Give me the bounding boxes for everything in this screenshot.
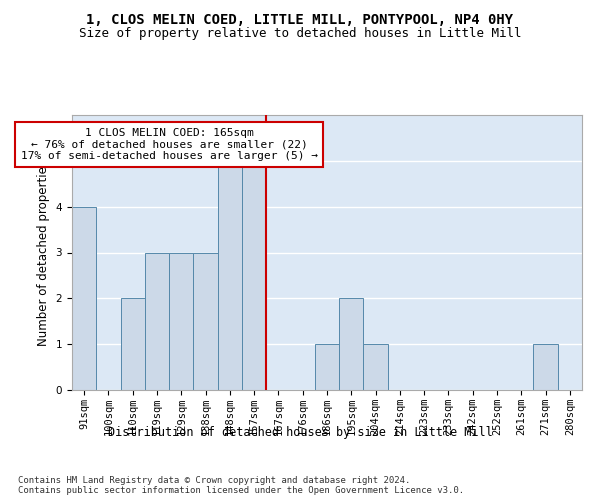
Bar bbox=[533, 344, 558, 390]
Text: Size of property relative to detached houses in Little Mill: Size of property relative to detached ho… bbox=[79, 28, 521, 40]
Bar bbox=[169, 252, 193, 390]
Text: Contains HM Land Registry data © Crown copyright and database right 2024.
Contai: Contains HM Land Registry data © Crown c… bbox=[18, 476, 464, 495]
Text: Distribution of detached houses by size in Little Mill: Distribution of detached houses by size … bbox=[107, 426, 493, 439]
Bar bbox=[218, 161, 242, 390]
Bar bbox=[145, 252, 169, 390]
Bar bbox=[72, 206, 96, 390]
Bar bbox=[121, 298, 145, 390]
Text: 1, CLOS MELIN COED, LITTLE MILL, PONTYPOOL, NP4 0HY: 1, CLOS MELIN COED, LITTLE MILL, PONTYPO… bbox=[86, 12, 514, 26]
Bar bbox=[193, 252, 218, 390]
Bar bbox=[339, 298, 364, 390]
Bar bbox=[315, 344, 339, 390]
Bar bbox=[364, 344, 388, 390]
Y-axis label: Number of detached properties: Number of detached properties bbox=[37, 160, 50, 346]
Text: 1 CLOS MELIN COED: 165sqm
← 76% of detached houses are smaller (22)
17% of semi-: 1 CLOS MELIN COED: 165sqm ← 76% of detac… bbox=[20, 128, 317, 161]
Bar bbox=[242, 161, 266, 390]
